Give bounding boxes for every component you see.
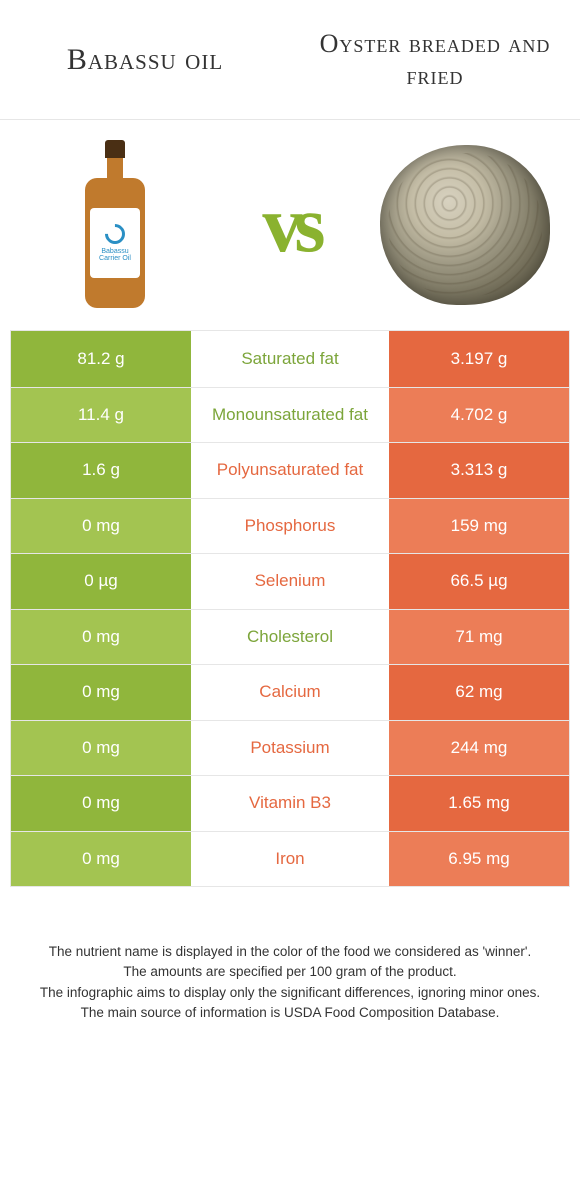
value-right: 1.65 mg [389, 776, 569, 831]
nutrient-label: Phosphorus [191, 499, 389, 554]
footer-line: The infographic aims to display only the… [20, 983, 560, 1003]
table-row: 0 mgIron6.95 mg [11, 831, 569, 887]
title-right: Oyster breaded and fried [290, 0, 580, 119]
footer-line: The main source of information is USDA F… [20, 1003, 560, 1023]
nutrient-label: Saturated fat [191, 331, 389, 387]
table-row: 1.6 gPolyunsaturated fat3.313 g [11, 442, 569, 498]
value-left: 0 µg [11, 554, 191, 609]
value-left: 0 mg [11, 776, 191, 831]
table-row: 0 mgCalcium62 mg [11, 664, 569, 720]
value-right: 159 mg [389, 499, 569, 554]
nutrient-label: Vitamin B3 [191, 776, 389, 831]
bottle-label-text: Babassu Carrier Oil [90, 248, 140, 262]
value-right: 71 mg [389, 610, 569, 665]
nutrient-label: Calcium [191, 665, 389, 720]
table-row: 11.4 gMonounsaturated fat4.702 g [11, 387, 569, 443]
oyster-icon [380, 145, 550, 305]
table-row: 0 mgPhosphorus159 mg [11, 498, 569, 554]
header: Babassu oil Oyster breaded and fried [0, 0, 580, 120]
footer-notes: The nutrient name is displayed in the co… [0, 942, 580, 1023]
images-row: Babassu Carrier Oil vs [0, 120, 580, 330]
image-left: Babassu Carrier Oil [0, 140, 230, 310]
value-left: 11.4 g [11, 388, 191, 443]
value-left: 0 mg [11, 499, 191, 554]
image-right [350, 145, 580, 305]
table-row: 0 µgSelenium66.5 µg [11, 553, 569, 609]
value-left: 0 mg [11, 610, 191, 665]
value-right: 3.197 g [389, 331, 569, 387]
nutrient-label: Selenium [191, 554, 389, 609]
nutrient-label: Polyunsaturated fat [191, 443, 389, 498]
value-right: 66.5 µg [389, 554, 569, 609]
title-left: Babassu oil [0, 0, 290, 119]
value-right: 6.95 mg [389, 832, 569, 887]
value-left: 0 mg [11, 721, 191, 776]
value-left: 81.2 g [11, 331, 191, 387]
nutrient-label: Cholesterol [191, 610, 389, 665]
value-left: 1.6 g [11, 443, 191, 498]
table-row: 0 mgVitamin B31.65 mg [11, 775, 569, 831]
babassu-bottle-icon: Babassu Carrier Oil [75, 140, 155, 310]
comparison-table: 81.2 gSaturated fat3.197 g11.4 gMonounsa… [10, 330, 570, 887]
nutrient-label: Iron [191, 832, 389, 887]
value-left: 0 mg [11, 832, 191, 887]
table-row: 81.2 gSaturated fat3.197 g [11, 331, 569, 387]
value-right: 62 mg [389, 665, 569, 720]
value-right: 4.702 g [389, 388, 569, 443]
table-row: 0 mgCholesterol71 mg [11, 609, 569, 665]
footer-line: The nutrient name is displayed in the co… [20, 942, 560, 962]
value-left: 0 mg [11, 665, 191, 720]
nutrient-label: Potassium [191, 721, 389, 776]
table-row: 0 mgPotassium244 mg [11, 720, 569, 776]
value-right: 3.313 g [389, 443, 569, 498]
footer-line: The amounts are specified per 100 gram o… [20, 962, 560, 982]
value-right: 244 mg [389, 721, 569, 776]
vs-label: vs [230, 180, 350, 271]
nutrient-label: Monounsaturated fat [191, 388, 389, 443]
